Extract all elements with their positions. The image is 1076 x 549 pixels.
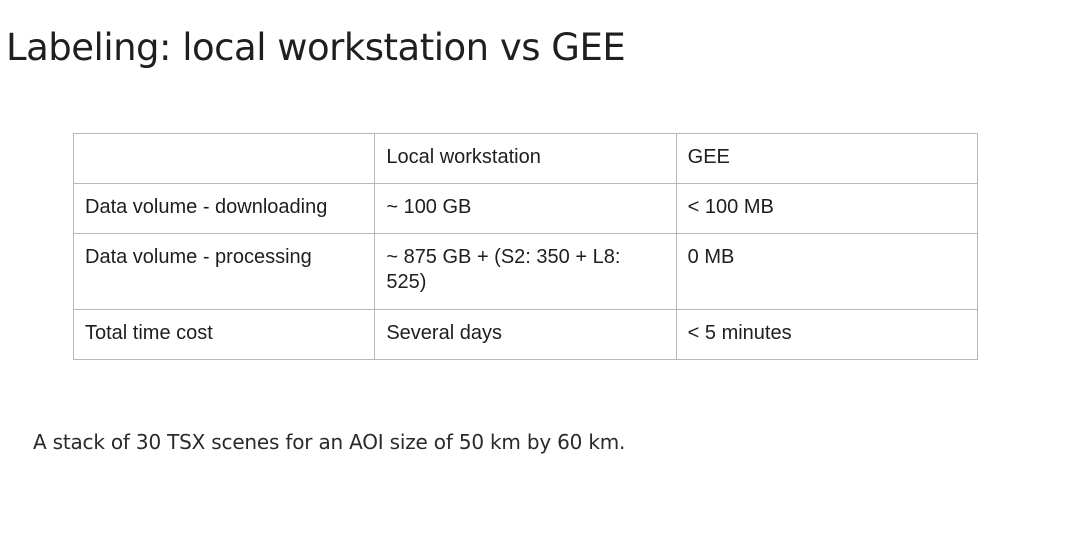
comparison-table: Local workstation GEE Data volume - down… [72, 133, 979, 360]
table-cell: ~ 875 GB + (S2: 350 + L8: 525) [374, 233, 677, 310]
table-cell: Several days [374, 309, 677, 360]
table-row: Data volume - downloading ~ 100 GB < 100… [72, 183, 979, 234]
row-label-cell: Data volume - downloading [72, 183, 376, 234]
row-label-cell: Data volume - processing [72, 233, 376, 310]
table-header-cell: GEE [675, 133, 979, 184]
row-label-cell: Total time cost [72, 309, 376, 360]
table-cell: < 5 minutes [675, 309, 979, 360]
table-row: Data volume - processing ~ 875 GB + (S2:… [72, 233, 979, 310]
table-header-cell: Local workstation [374, 133, 677, 184]
table-header-row: Local workstation GEE [72, 133, 979, 184]
table-row: Total time cost Several days < 5 minutes [72, 309, 979, 360]
table-header-cell [72, 133, 376, 184]
footnote: A stack of 30 TSX scenes for an AOI size… [33, 430, 626, 454]
slide-title: Labeling: local workstation vs GEE [6, 26, 626, 69]
table-cell: 0 MB [675, 233, 979, 310]
table-cell: ~ 100 GB [374, 183, 677, 234]
table-cell: < 100 MB [675, 183, 979, 234]
